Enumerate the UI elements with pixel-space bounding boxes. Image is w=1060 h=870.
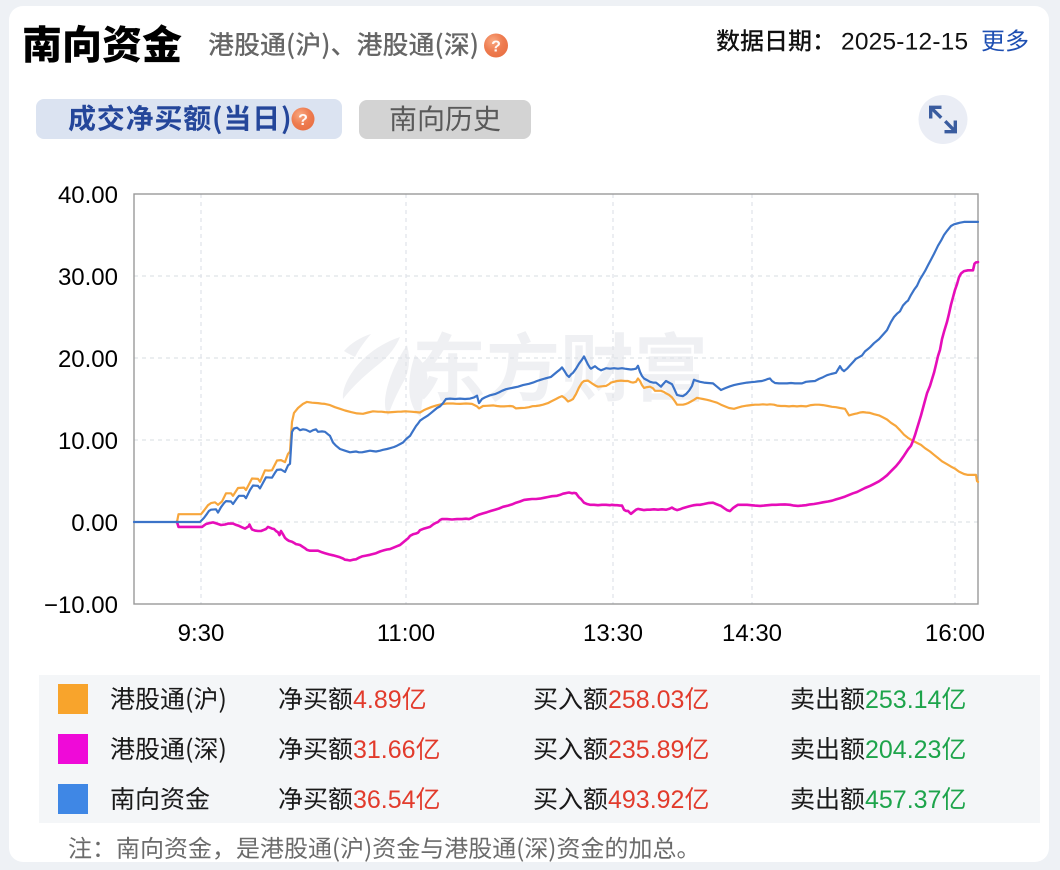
svg-text:10.00: 10.00 bbox=[58, 428, 118, 455]
svg-text:20.00: 20.00 bbox=[58, 346, 118, 373]
svg-text:36.54: 36.54 bbox=[353, 786, 416, 814]
svg-text:40.00: 40.00 bbox=[58, 182, 118, 209]
svg-text:13:30: 13:30 bbox=[583, 620, 643, 647]
svg-text:9:30: 9:30 bbox=[178, 620, 225, 647]
svg-text:?: ? bbox=[298, 112, 308, 129]
svg-text:0.00: 0.00 bbox=[71, 510, 118, 537]
svg-text:493.92: 493.92 bbox=[608, 786, 684, 814]
svg-text:253.14: 253.14 bbox=[865, 686, 942, 714]
svg-text:457.37: 457.37 bbox=[865, 786, 941, 814]
svg-text:−10.00: −10.00 bbox=[44, 592, 118, 619]
svg-text:?: ? bbox=[491, 38, 501, 55]
svg-text:30.00: 30.00 bbox=[58, 264, 118, 291]
svg-text:2025-12-15: 2025-12-15 bbox=[841, 29, 968, 56]
svg-text:4.89: 4.89 bbox=[353, 686, 402, 714]
svg-text:235.89: 235.89 bbox=[608, 736, 684, 764]
svg-text:258.03: 258.03 bbox=[608, 686, 684, 714]
svg-text:11:00: 11:00 bbox=[377, 620, 435, 647]
svg-text:204.23: 204.23 bbox=[865, 736, 941, 764]
svg-text:16:00: 16:00 bbox=[925, 620, 985, 647]
svg-text:14:30: 14:30 bbox=[722, 620, 782, 647]
svg-text:31.66: 31.66 bbox=[353, 736, 416, 764]
